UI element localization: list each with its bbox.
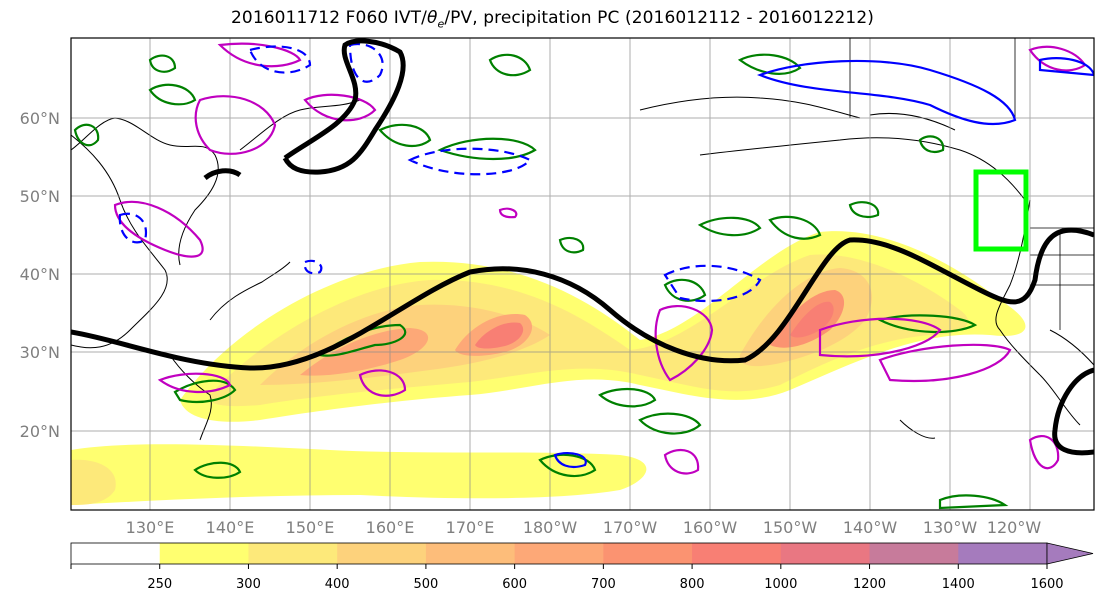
lon-label: 140°W <box>843 518 898 537</box>
lon-label: 140°E <box>206 518 255 537</box>
lon-label: 180°W <box>523 518 578 537</box>
title-prefix: 2016011712 F060 IVT/ <box>230 8 427 28</box>
lon-label: 170°E <box>446 518 495 537</box>
colorbar-tick-label: 600 <box>502 577 527 592</box>
colorbar-segment <box>514 543 604 564</box>
colorbar-segment <box>780 543 871 564</box>
lon-label: 160°E <box>366 518 415 537</box>
theta-e-contours <box>73 53 1009 510</box>
lat-label: 60°N <box>20 109 60 128</box>
colorbar-tick-label: 1000 <box>764 577 797 592</box>
target-region-box <box>973 169 1029 252</box>
graticule <box>71 38 1094 510</box>
lat-label: 30°N <box>20 343 60 362</box>
colorbar: 250 300 400 500 600 700 800 1000 1200 1400 1600 <box>70 542 1094 592</box>
colorbar-tick-label: 400 <box>325 577 350 592</box>
lat-label: 20°N <box>20 422 60 441</box>
title-suffix: /PV, precipitation PC (2016012112 - 2016… <box>444 8 874 28</box>
lon-label: 170°W <box>603 518 658 537</box>
colorbar-tick-label: 250 <box>147 577 172 592</box>
colorbar-segments <box>71 543 1048 564</box>
colorbar-tick-label: 1600 <box>1030 577 1063 592</box>
title-sub: e <box>437 17 445 31</box>
colorbar-tick-label: 500 <box>413 577 438 592</box>
colorbar-tick-label: 1400 <box>942 577 975 592</box>
title-theta: θ <box>426 8 438 28</box>
latitude-labels: 60°N 50°N 40°N 30°N 20°N <box>20 109 60 441</box>
pv-negative-contours <box>118 42 1094 469</box>
colorbar-tick-label: 300 <box>236 577 261 592</box>
colorbar-segment <box>337 543 427 564</box>
colorbar-segment <box>692 543 782 564</box>
colorbar-segment <box>71 543 161 564</box>
colorbar-segment <box>958 543 1048 564</box>
colorbar-extend-arrow <box>1046 542 1094 565</box>
colorbar-tick-label: 1200 <box>853 577 886 592</box>
jet-line <box>71 38 1094 456</box>
colorbar-segment <box>603 543 693 564</box>
colorbar-tick-label: 700 <box>591 577 616 592</box>
map-border <box>70 37 1095 511</box>
colorbar-segment <box>159 543 249 564</box>
lon-label: 120°W <box>987 518 1042 537</box>
lon-label: 150°E <box>286 518 335 537</box>
lat-label: 40°N <box>20 265 60 284</box>
coastlines <box>71 96 1094 441</box>
lon-label: 130°W <box>923 518 978 537</box>
colorbar-segment <box>425 543 516 564</box>
longitude-labels: 130°E 140°E 150°E 160°E 170°E 180°W 170°… <box>126 518 1042 537</box>
lon-label: 150°W <box>763 518 818 537</box>
colorbar-segment <box>248 543 338 564</box>
lon-label: 160°W <box>683 518 738 537</box>
colorbar-ticks: 250 300 400 500 600 700 800 1000 1200 1400 1600 <box>70 564 1064 592</box>
colorbar-tick-label: 800 <box>680 577 705 592</box>
lat-label: 50°N <box>20 187 60 206</box>
colorbar-segment <box>869 543 959 564</box>
lon-label: 130°E <box>126 518 175 537</box>
